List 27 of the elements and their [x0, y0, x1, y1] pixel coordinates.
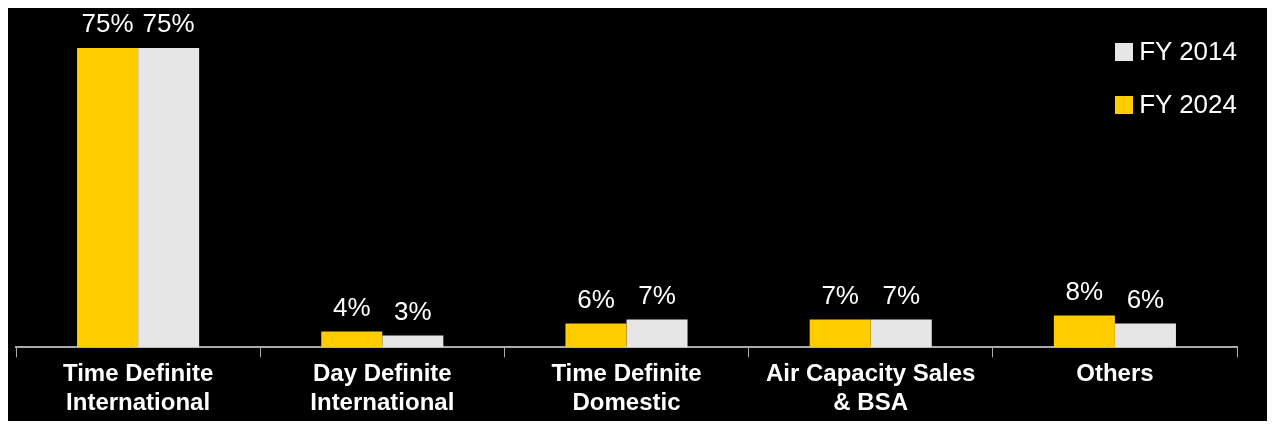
bar: [1053, 315, 1115, 348]
legend-label: FY 2014: [1139, 36, 1237, 67]
bar: [382, 335, 444, 348]
bar: [1114, 323, 1176, 348]
bar: [626, 319, 688, 348]
data-label: 4%: [332, 291, 371, 322]
data-label: 8%: [1065, 275, 1104, 306]
x-tick-label: Air Capacity Sales & BSA: [765, 359, 976, 416]
data-label: 7%: [638, 279, 676, 310]
data-label: 3%: [394, 295, 432, 326]
data-label: 7%: [882, 279, 921, 310]
bar: [77, 47, 139, 348]
data-label: 75%: [142, 8, 195, 39]
data-label: 6%: [577, 283, 615, 314]
data-label: 6%: [1126, 283, 1165, 314]
data-label: 7%: [821, 279, 859, 310]
legend-label: FY 2024: [1139, 89, 1237, 120]
x-tick-label: Time Definite International: [62, 359, 214, 416]
data-label: 75%: [81, 8, 134, 39]
bar: [565, 323, 627, 348]
x-tick-label: Day Definite International: [310, 359, 455, 416]
x-tick-label: Others: [1076, 359, 1154, 387]
bar: [138, 47, 200, 348]
bar: [321, 331, 383, 348]
bar: [809, 319, 871, 348]
bar: [870, 319, 932, 348]
x-tick-label: Time Definite Domestic: [551, 359, 702, 416]
